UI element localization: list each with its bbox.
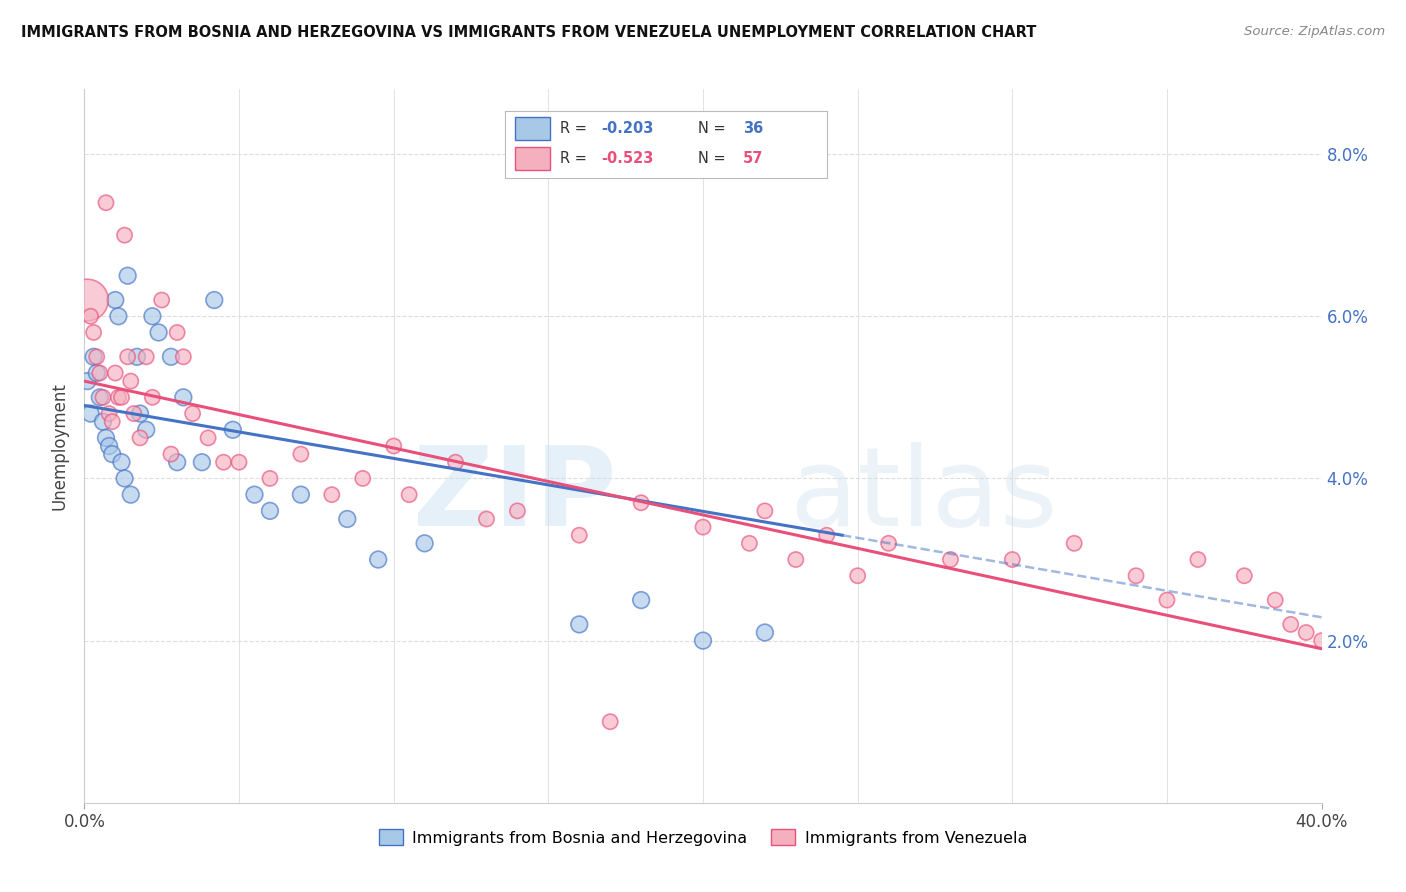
Point	[398, 488, 420, 502]
Point	[135, 350, 157, 364]
Point	[506, 504, 529, 518]
Point	[120, 374, 142, 388]
Point	[110, 390, 132, 404]
Text: ZIP: ZIP	[413, 442, 616, 549]
Point	[89, 390, 111, 404]
Point	[1001, 552, 1024, 566]
Point	[172, 350, 194, 364]
Point	[222, 423, 245, 437]
Point	[141, 390, 163, 404]
Point	[114, 471, 136, 485]
Point	[86, 366, 108, 380]
Point	[117, 350, 139, 364]
Point	[141, 310, 163, 324]
Point	[475, 512, 498, 526]
Point	[122, 407, 145, 421]
Point	[91, 390, 114, 404]
Point	[79, 310, 101, 324]
Point	[76, 374, 98, 388]
Point	[1310, 633, 1333, 648]
Point	[83, 326, 105, 340]
Point	[259, 504, 281, 518]
Point	[290, 447, 312, 461]
Point	[120, 488, 142, 502]
Point	[101, 415, 124, 429]
Point	[104, 366, 127, 380]
Point	[630, 593, 652, 607]
Point	[259, 471, 281, 485]
Point	[382, 439, 405, 453]
Y-axis label: Unemployment: Unemployment	[51, 382, 69, 510]
Point	[79, 407, 101, 421]
Point	[91, 415, 114, 429]
Point	[1125, 568, 1147, 582]
Text: IMMIGRANTS FROM BOSNIA AND HERZEGOVINA VS IMMIGRANTS FROM VENEZUELA UNEMPLOYMENT: IMMIGRANTS FROM BOSNIA AND HERZEGOVINA V…	[21, 25, 1036, 40]
Point	[846, 568, 869, 582]
Point	[86, 350, 108, 364]
Point	[76, 293, 98, 307]
Point	[228, 455, 250, 469]
Point	[89, 366, 111, 380]
Point	[107, 390, 129, 404]
Point	[83, 350, 105, 364]
Point	[1187, 552, 1209, 566]
Point	[692, 633, 714, 648]
Point	[738, 536, 761, 550]
Point	[1233, 568, 1256, 582]
Point	[94, 195, 117, 210]
Point	[243, 488, 266, 502]
Point	[754, 625, 776, 640]
Point	[1279, 617, 1302, 632]
Point	[444, 455, 467, 469]
Point	[413, 536, 436, 550]
Point	[630, 496, 652, 510]
Point	[160, 447, 183, 461]
Point	[125, 350, 148, 364]
Point	[191, 455, 214, 469]
Point	[321, 488, 343, 502]
Point	[135, 423, 157, 437]
Point	[166, 455, 188, 469]
Point	[110, 455, 132, 469]
Point	[1156, 593, 1178, 607]
Point	[352, 471, 374, 485]
Point	[202, 293, 225, 307]
Point	[101, 447, 124, 461]
Point	[785, 552, 807, 566]
Point	[129, 407, 152, 421]
Point	[754, 504, 776, 518]
Point	[568, 617, 591, 632]
Text: Source: ZipAtlas.com: Source: ZipAtlas.com	[1244, 25, 1385, 38]
Point	[94, 431, 117, 445]
Point	[599, 714, 621, 729]
Point	[212, 455, 235, 469]
Point	[181, 407, 204, 421]
Point	[160, 350, 183, 364]
Point	[692, 520, 714, 534]
Point	[568, 528, 591, 542]
Point	[1295, 625, 1317, 640]
Point	[815, 528, 838, 542]
Point	[114, 228, 136, 243]
Point	[336, 512, 359, 526]
Point	[172, 390, 194, 404]
Point	[148, 326, 170, 340]
Point	[939, 552, 962, 566]
Text: atlas: atlas	[790, 442, 1059, 549]
Point	[107, 310, 129, 324]
Point	[1264, 593, 1286, 607]
Point	[98, 407, 121, 421]
Point	[197, 431, 219, 445]
Point	[104, 293, 127, 307]
Point	[166, 326, 188, 340]
Legend: Immigrants from Bosnia and Herzegovina, Immigrants from Venezuela: Immigrants from Bosnia and Herzegovina, …	[373, 822, 1033, 852]
Point	[150, 293, 173, 307]
Point	[367, 552, 389, 566]
Point	[877, 536, 900, 550]
Point	[129, 431, 152, 445]
Point	[117, 268, 139, 283]
Point	[290, 488, 312, 502]
Point	[1063, 536, 1085, 550]
Point	[98, 439, 121, 453]
